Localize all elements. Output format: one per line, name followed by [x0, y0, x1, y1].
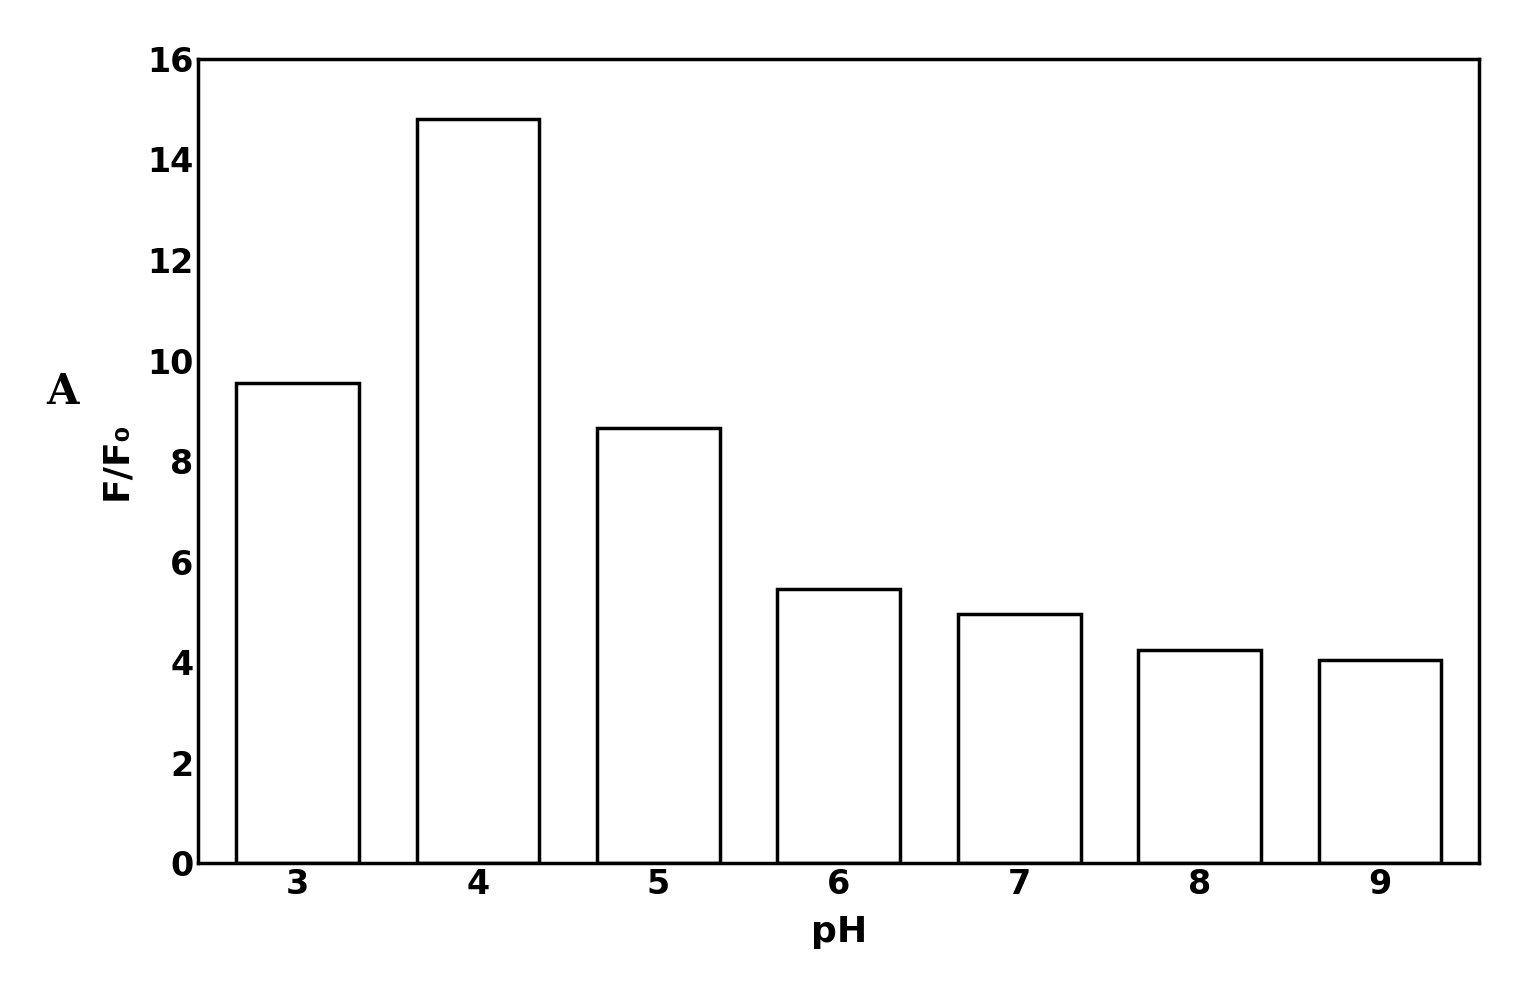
Text: A: A: [46, 372, 78, 413]
Bar: [236, 384, 358, 863]
Bar: [778, 590, 900, 863]
X-axis label: pH: pH: [811, 915, 866, 949]
Bar: [1138, 649, 1261, 863]
Y-axis label: F/F₀: F/F₀: [99, 422, 133, 500]
Bar: [1319, 659, 1441, 863]
Bar: [958, 614, 1081, 863]
Bar: [416, 119, 540, 863]
Bar: [596, 429, 720, 863]
